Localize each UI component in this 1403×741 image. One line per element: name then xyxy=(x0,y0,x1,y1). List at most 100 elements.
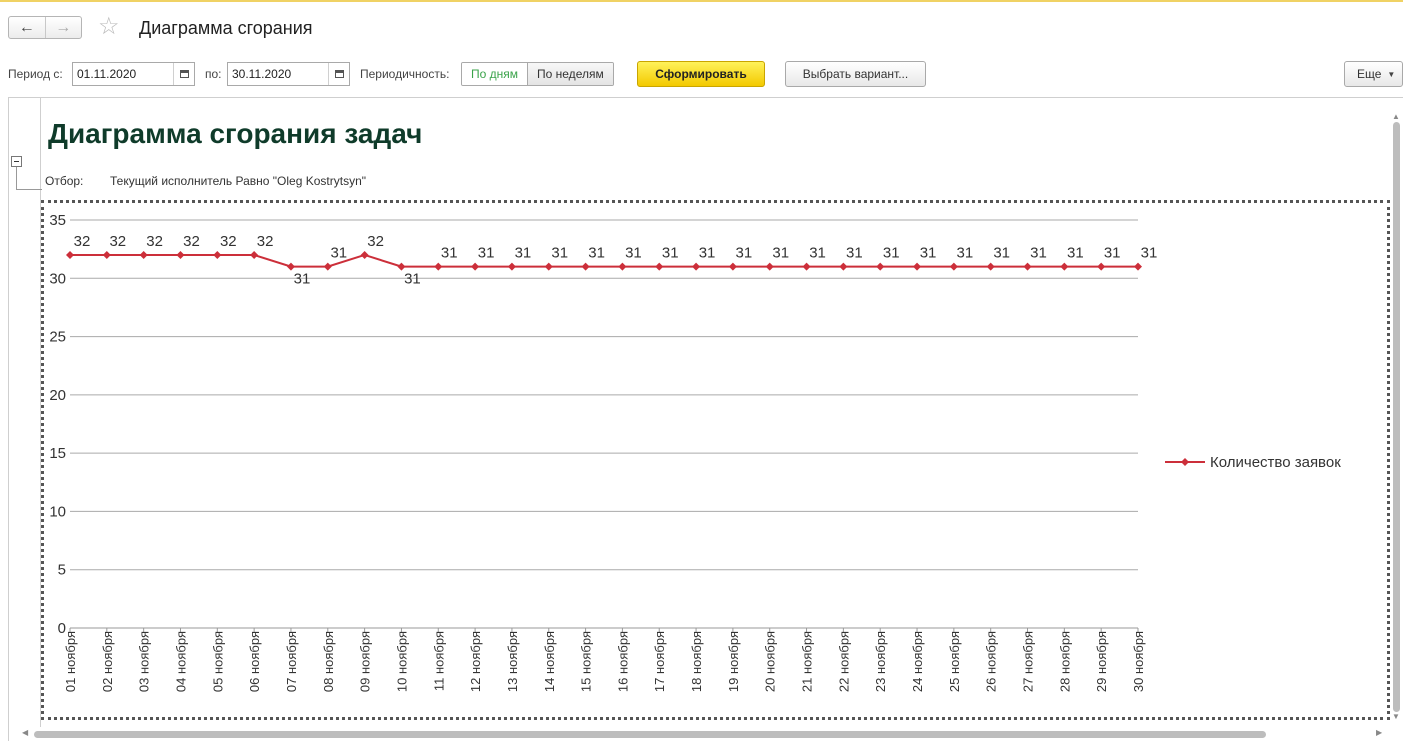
data-point xyxy=(471,262,480,271)
data-point xyxy=(397,262,406,271)
group-line xyxy=(16,189,42,190)
data-label: 31 xyxy=(294,271,311,288)
data-point xyxy=(544,262,553,271)
y-tick-label: 0 xyxy=(58,620,66,637)
data-point xyxy=(986,262,995,271)
period-from-label: Период с: xyxy=(8,67,63,81)
x-tick-label: 07 ноября xyxy=(284,631,299,692)
data-label: 31 xyxy=(809,245,826,262)
data-label: 31 xyxy=(1104,245,1121,262)
x-tick-label: 15 ноября xyxy=(579,631,594,692)
x-tick-label: 30 ноября xyxy=(1131,631,1146,692)
data-point xyxy=(1097,262,1106,271)
data-label: 32 xyxy=(109,233,126,250)
group-line xyxy=(16,167,17,189)
forward-button[interactable]: → xyxy=(44,17,82,38)
choose-variant-button[interactable]: Выбрать вариант... xyxy=(785,61,926,87)
data-point xyxy=(655,262,664,271)
page-title: Диаграмма сгорания xyxy=(139,18,313,38)
scroll-down-icon[interactable]: ▼ xyxy=(1392,712,1400,721)
x-tick-label: 26 ноября xyxy=(984,631,999,692)
data-label: 31 xyxy=(772,245,789,262)
grouping-gutter xyxy=(8,97,41,727)
data-label: 31 xyxy=(588,245,605,262)
horizontal-scroll-thumb[interactable] xyxy=(34,731,1266,738)
arrow-left-icon: ← xyxy=(18,18,35,36)
scroll-right-icon[interactable]: ▶ xyxy=(1376,728,1383,737)
x-tick-label: 03 ноября xyxy=(137,631,152,692)
data-label: 31 xyxy=(883,245,900,262)
periodicity-by-days[interactable]: По дням xyxy=(462,63,528,85)
legend-marker xyxy=(1181,458,1189,466)
data-label: 31 xyxy=(478,245,495,262)
calendar-button[interactable] xyxy=(328,63,349,85)
x-tick-label: 29 ноября xyxy=(1094,631,1109,692)
period-to-field[interactable]: 30.11.2020 xyxy=(227,62,350,86)
data-point xyxy=(139,250,148,259)
data-point xyxy=(434,262,443,271)
y-tick-label: 10 xyxy=(49,503,66,520)
data-label: 31 xyxy=(1067,245,1084,262)
x-tick-label: 18 ноября xyxy=(689,631,704,692)
data-point xyxy=(213,250,222,259)
x-tick-label: 06 ноября xyxy=(247,631,262,692)
data-label: 31 xyxy=(551,245,568,262)
data-point xyxy=(360,250,369,259)
generate-button[interactable]: Сформировать xyxy=(637,61,765,87)
vertical-scroll-thumb[interactable] xyxy=(1393,122,1400,712)
period-from-value[interactable]: 01.11.2020 xyxy=(77,67,137,81)
calendar-icon xyxy=(334,70,344,78)
data-point xyxy=(250,250,259,259)
data-label: 31 xyxy=(662,245,679,262)
data-point xyxy=(692,262,701,271)
burndown-chart: 0 5 10 15 20 25 30 35 01 ноября 02 ноября 03 ноябр… xyxy=(49,212,1341,692)
back-button[interactable]: ← xyxy=(9,17,45,38)
period-to-value[interactable]: 30.11.2020 xyxy=(232,67,292,81)
y-tick-label: 15 xyxy=(49,445,66,462)
data-point xyxy=(176,250,185,259)
x-tick-label: 13 ноября xyxy=(505,631,520,692)
data-point xyxy=(581,262,590,271)
y-tick-label: 35 xyxy=(49,212,66,229)
period-to-label: по: xyxy=(205,67,222,81)
x-tick-label: 01 ноября xyxy=(63,631,78,692)
x-tick-label: 11 ноября xyxy=(431,631,446,691)
calendar-button[interactable] xyxy=(173,63,194,85)
data-label: 32 xyxy=(183,233,200,250)
window-top-border xyxy=(0,0,1403,2)
data-label: 32 xyxy=(74,233,91,250)
data-point xyxy=(765,262,774,271)
collapse-group-icon[interactable] xyxy=(11,156,22,167)
data-point xyxy=(286,262,295,271)
report-panel xyxy=(8,97,1403,741)
star-icon[interactable]: ☆ xyxy=(98,13,120,40)
horizontal-scrollbar[interactable]: ◀ ▶ xyxy=(20,727,1403,741)
caret-down-icon: ▼ xyxy=(1387,69,1396,79)
scroll-up-icon[interactable]: ▲ xyxy=(1392,112,1400,121)
arrow-right-icon: → xyxy=(55,18,72,36)
report-title: Диаграмма сгорания задач xyxy=(48,118,423,149)
more-label: Еще xyxy=(1357,67,1382,81)
data-point xyxy=(323,262,332,271)
period-from-field[interactable]: 01.11.2020 xyxy=(72,62,195,86)
series-line xyxy=(70,253,1138,268)
data-label: 31 xyxy=(699,245,716,262)
x-tick-label: 24 ноября xyxy=(910,631,925,692)
x-tick-label: 28 ноября xyxy=(1057,631,1072,692)
more-button[interactable]: Еще ▼ xyxy=(1344,61,1403,87)
scroll-left-icon[interactable]: ◀ xyxy=(22,728,29,737)
data-point xyxy=(1060,262,1069,271)
data-label: 32 xyxy=(146,233,163,250)
data-label: 32 xyxy=(367,233,384,250)
x-tick-label: 27 ноября xyxy=(1021,631,1036,692)
data-label: 31 xyxy=(515,245,532,262)
periodicity-by-weeks[interactable]: По неделям xyxy=(527,63,613,85)
data-point xyxy=(728,262,737,271)
data-label: 31 xyxy=(920,245,937,262)
data-point xyxy=(618,262,627,271)
periodicity-label: Периодичность: xyxy=(360,67,450,81)
calendar-icon xyxy=(179,70,189,78)
vertical-scrollbar[interactable]: ▲ ▼ xyxy=(1390,112,1403,722)
data-point xyxy=(949,262,958,271)
data-point xyxy=(102,250,111,259)
